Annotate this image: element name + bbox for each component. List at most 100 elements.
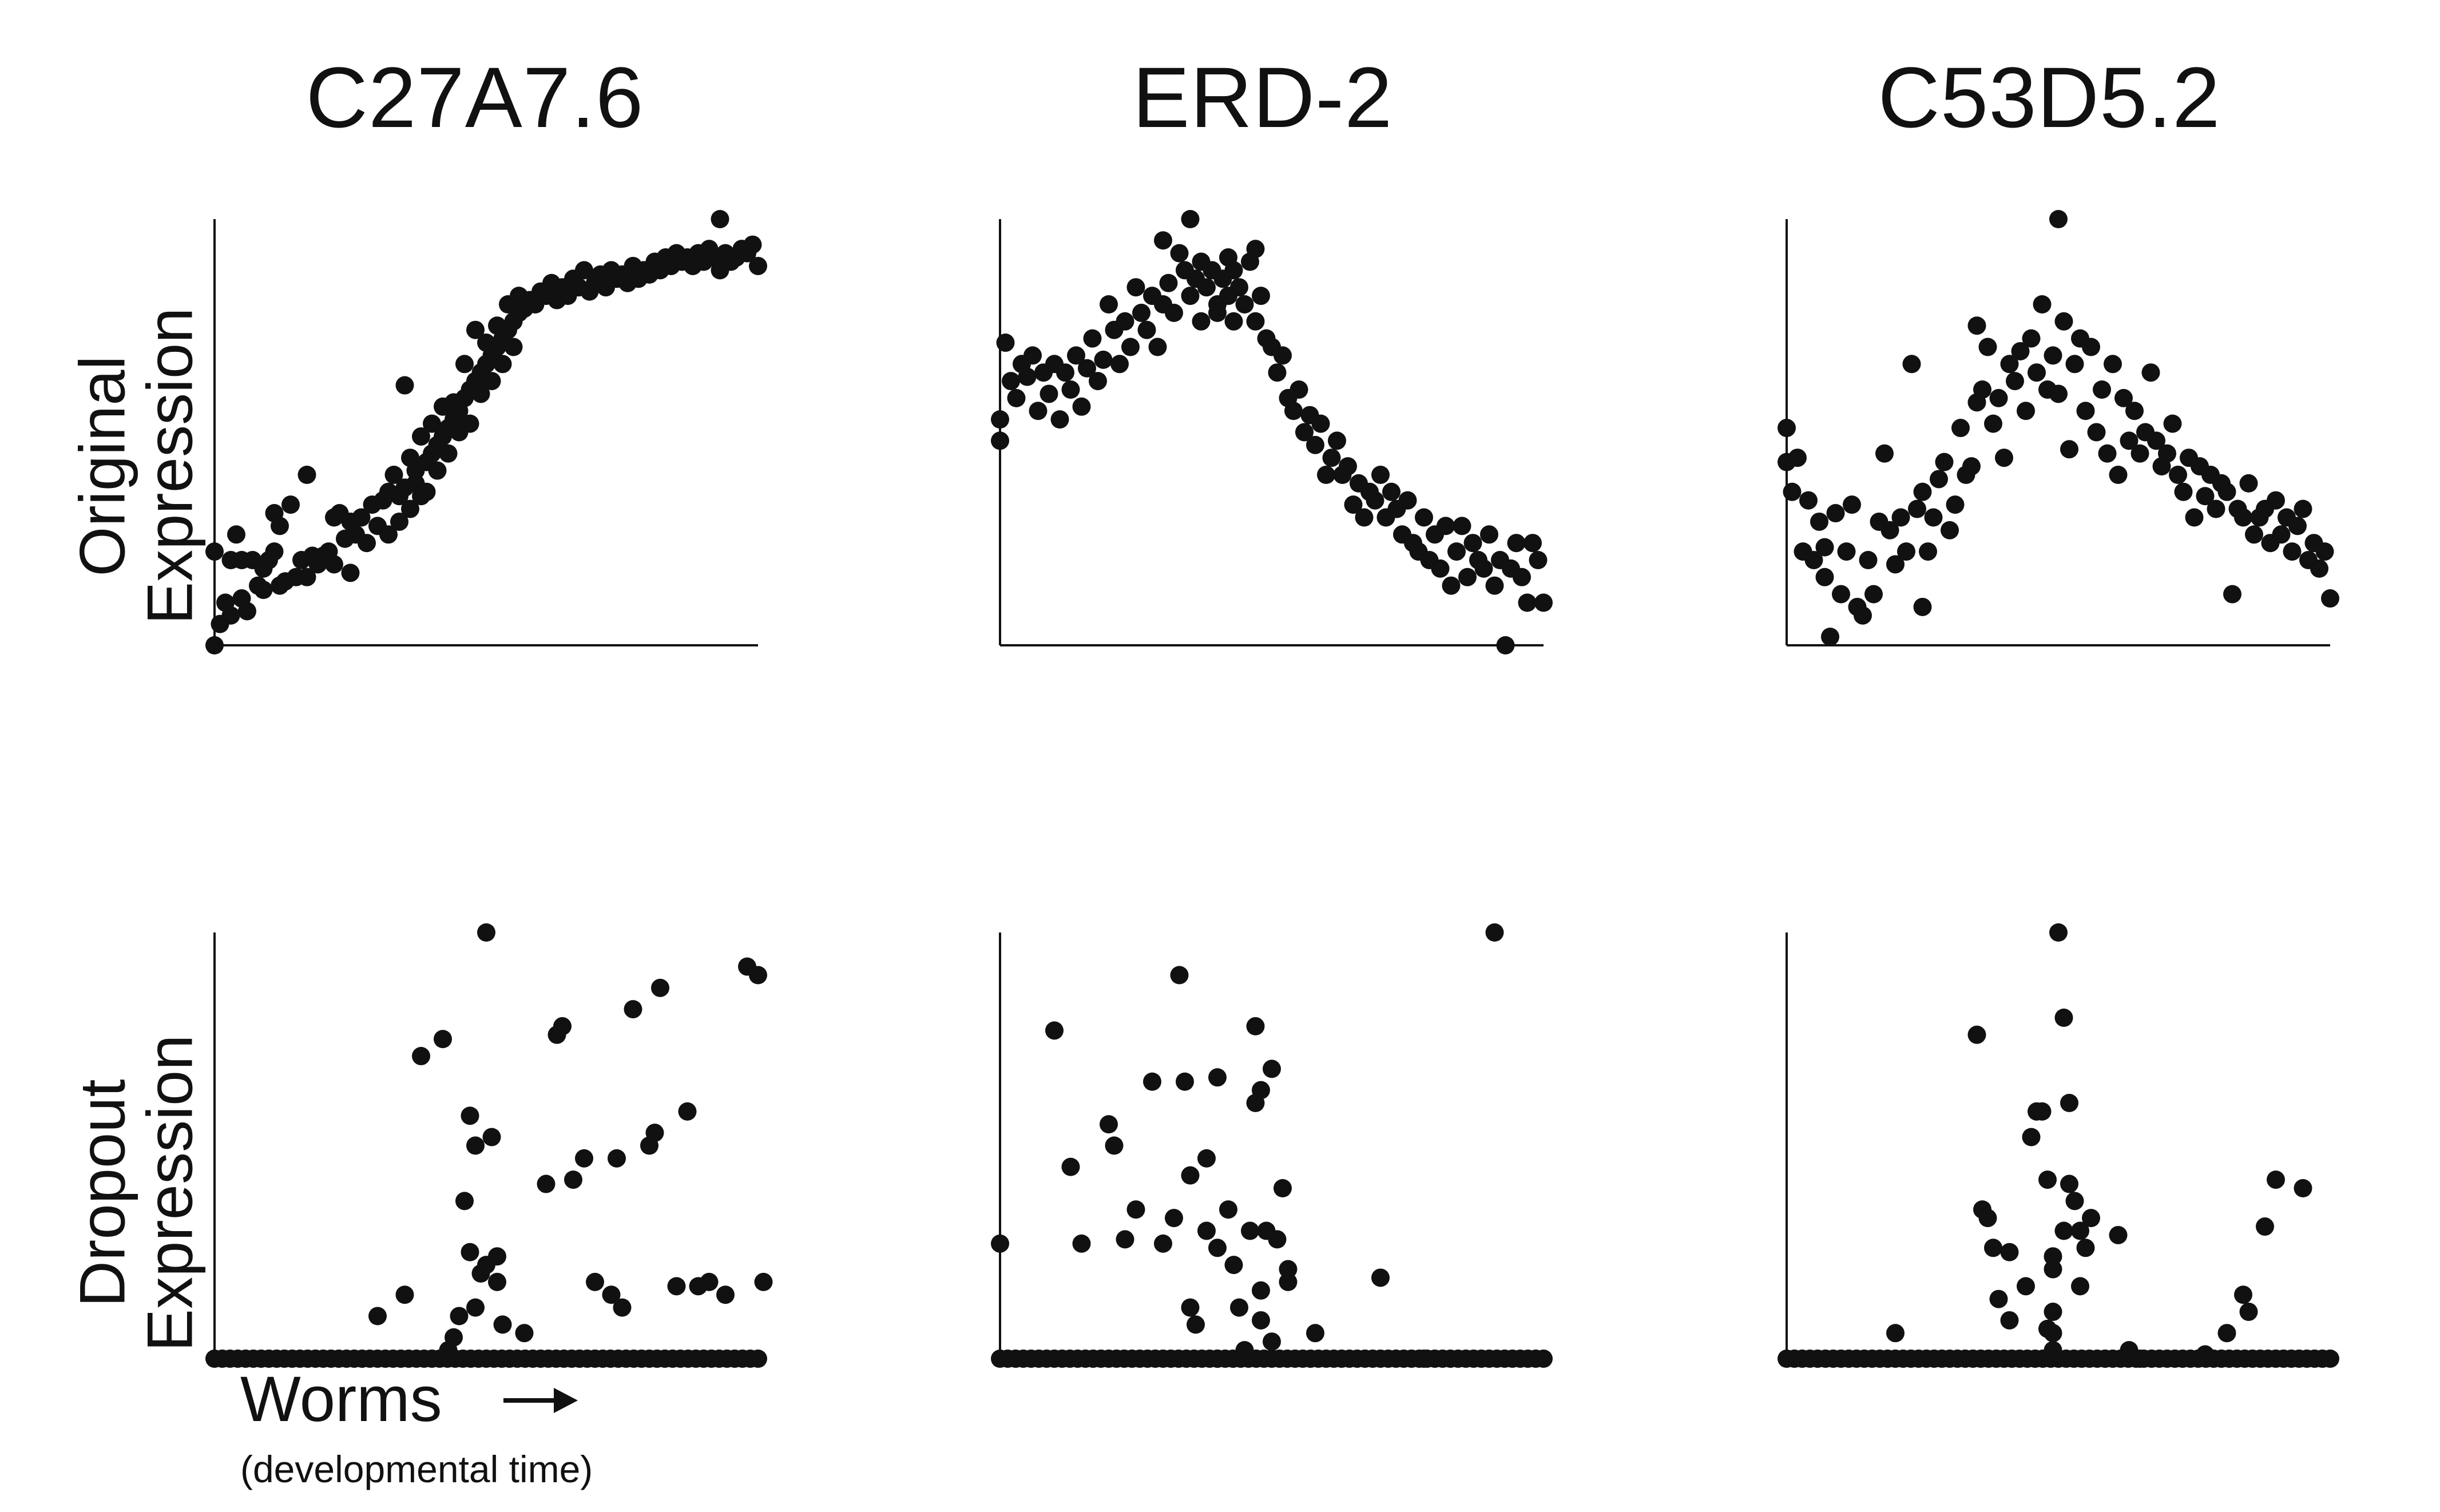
data-point <box>1273 346 1292 365</box>
zero-point <box>1534 1350 1553 1368</box>
data-point <box>1176 1072 1194 1091</box>
data-point <box>1116 1230 1134 1249</box>
data-point <box>1447 542 1466 561</box>
data-point <box>2049 923 2068 942</box>
data-point <box>1007 388 1026 407</box>
data-point <box>1398 491 1417 510</box>
data-point <box>991 1234 1009 1253</box>
data-point <box>1485 576 1504 595</box>
data-point <box>1984 414 2002 433</box>
scatter-panel-5 <box>991 923 1553 1368</box>
data-point <box>2196 487 2215 506</box>
data-point <box>1371 466 1390 484</box>
data-point <box>2294 1179 2312 1197</box>
data-point <box>455 1192 474 1211</box>
data-point <box>1230 1298 1248 1317</box>
data-point <box>2033 295 2052 313</box>
data-point <box>1224 1256 1243 1275</box>
data-point <box>417 482 436 501</box>
data-point <box>1804 551 1823 569</box>
data-point <box>2098 444 2117 463</box>
data-point <box>1061 1157 1080 1176</box>
data-point <box>482 372 501 391</box>
data-point <box>401 499 419 518</box>
zero-point <box>2321 1350 2339 1368</box>
data-point <box>1268 1230 1287 1249</box>
data-point <box>2054 1221 2073 1240</box>
data-point <box>1029 402 1048 420</box>
data-point <box>2147 431 2165 450</box>
data-point <box>1967 1025 1986 1044</box>
data-point <box>645 1124 664 1142</box>
data-point <box>1518 593 1537 612</box>
data-point <box>1148 338 1167 356</box>
data-point <box>1480 525 1498 544</box>
data-point <box>504 338 523 356</box>
data-point <box>227 525 245 544</box>
data-point <box>2028 363 2046 382</box>
data-point <box>2060 440 2078 459</box>
data-point <box>379 525 398 544</box>
data-point <box>2321 589 2339 608</box>
data-point <box>2054 1009 2073 1027</box>
data-point <box>1930 470 1948 489</box>
data-point <box>221 606 240 625</box>
data-point <box>1050 410 1069 429</box>
data-point <box>1290 380 1308 399</box>
data-point <box>1170 966 1189 985</box>
data-point <box>477 923 495 942</box>
data-point <box>2239 1303 2258 1321</box>
data-point <box>1355 508 1374 527</box>
data-point <box>1235 295 1254 313</box>
data-point <box>1946 495 1965 514</box>
data-point <box>455 355 474 374</box>
data-point <box>2044 1341 2062 1360</box>
data-point <box>1132 303 1150 322</box>
data-point <box>2044 1247 2062 1266</box>
data-point <box>1458 568 1477 586</box>
data-point <box>1935 453 1954 471</box>
data-point <box>2185 508 2204 527</box>
data-point <box>1078 359 1096 378</box>
data-point <box>651 978 669 997</box>
scatter-panel-2 <box>991 210 1553 654</box>
data-point <box>1453 517 1471 535</box>
scatter-panel-6 <box>1778 923 2339 1368</box>
data-point <box>2315 542 2334 561</box>
data-point <box>608 1149 626 1168</box>
data-point <box>1989 388 2008 407</box>
data-point <box>1382 482 1400 501</box>
data-point <box>1799 491 1818 510</box>
gene-title-c53d5-2: C53D5.2 <box>1878 49 2221 145</box>
data-point <box>2006 372 2024 391</box>
data-point <box>2114 388 2133 407</box>
data-point <box>1496 636 1515 654</box>
data-point <box>461 1243 479 1261</box>
data-point <box>1485 923 1504 942</box>
data-point <box>1100 295 1118 313</box>
data-point <box>2169 466 2187 484</box>
data-point <box>434 1030 452 1049</box>
data-point <box>1815 538 1834 557</box>
data-point <box>445 1328 463 1347</box>
data-point <box>1778 419 1796 438</box>
data-point <box>352 508 371 527</box>
data-point <box>1002 372 1020 391</box>
data-point <box>384 466 403 484</box>
data-point <box>1208 1350 1227 1368</box>
data-point <box>2158 444 2176 463</box>
zero-point <box>749 1350 767 1368</box>
data-point <box>341 563 360 582</box>
data-point <box>1252 1281 1270 1300</box>
data-point <box>1295 423 1314 442</box>
data-point <box>2120 431 2139 450</box>
data-point <box>1783 482 1802 501</box>
data-point <box>2049 210 2068 228</box>
data-point <box>1815 568 1834 586</box>
data-point <box>2071 1277 2089 1296</box>
data-point <box>1875 444 1894 463</box>
data-point <box>265 542 284 561</box>
data-point <box>1263 1059 1281 1078</box>
data-point <box>1941 521 1959 539</box>
data-point <box>471 384 490 403</box>
